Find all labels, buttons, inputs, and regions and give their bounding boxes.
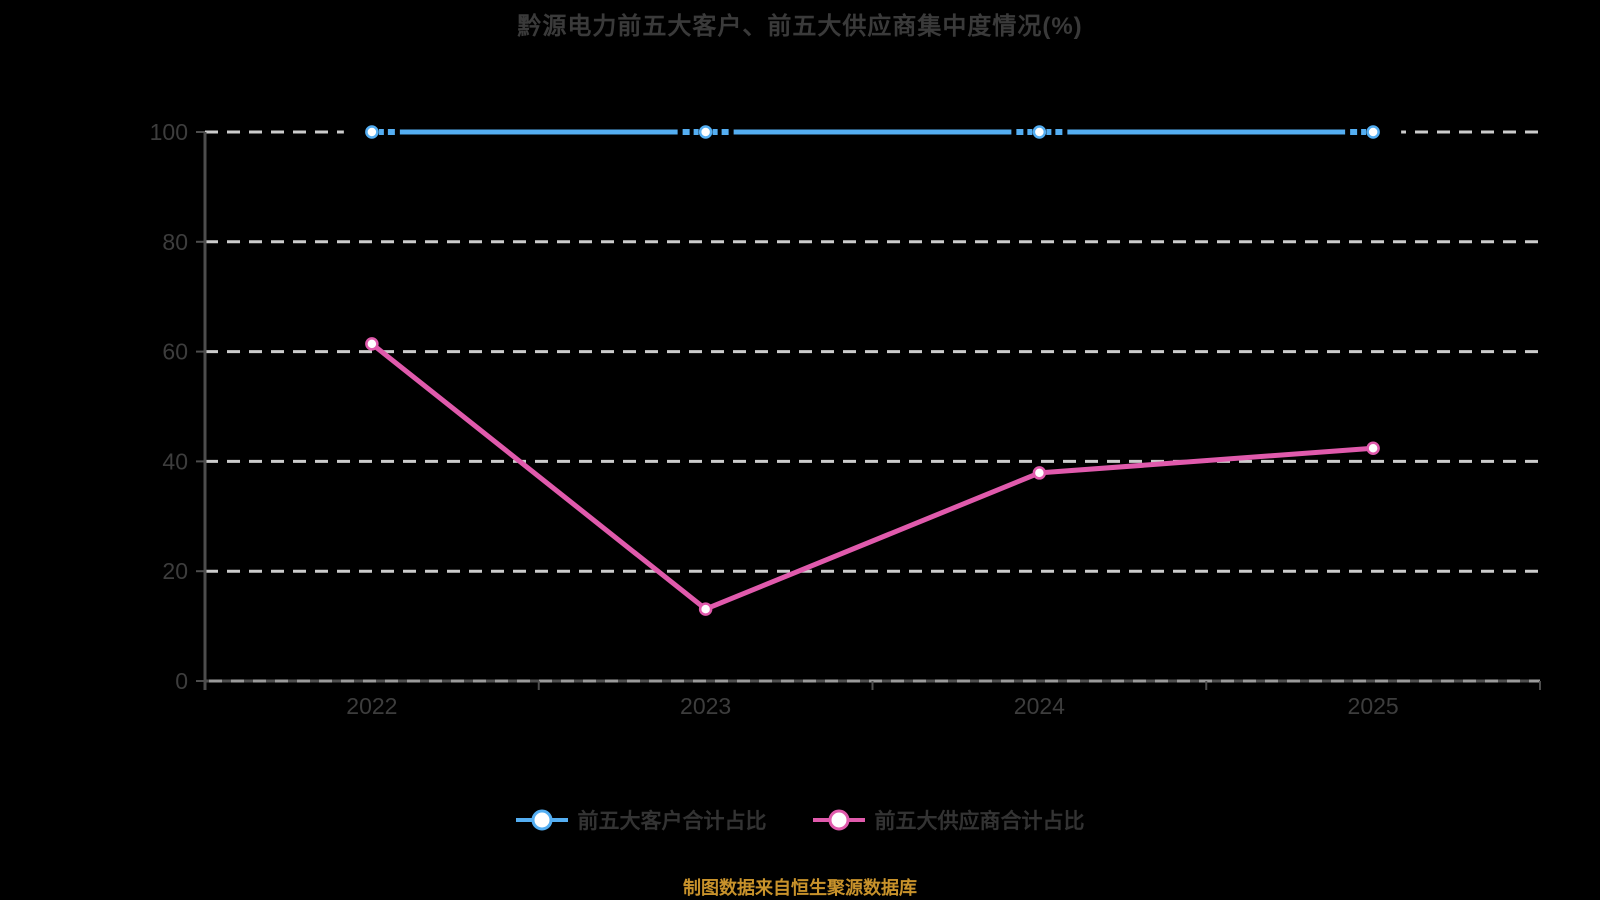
- x-tick-label: 2025: [1348, 693, 1399, 719]
- series-line-1: [370, 341, 1374, 612]
- data-point-series-1: [1032, 466, 1047, 480]
- x-tick-label: 2024: [1014, 693, 1065, 719]
- legend-label-customers: 前五大客户合计占比: [577, 810, 767, 833]
- legend-item-suppliers[interactable]: 前五大供应商合计占比: [812, 805, 1085, 835]
- x-tick-label: 2023: [680, 693, 731, 719]
- y-tick-label: 0: [175, 668, 188, 694]
- chart-title: 黔源电力前五大客户、前五大供应商集中度情况(%): [517, 13, 1083, 40]
- data-point-series-0: [1032, 125, 1047, 139]
- data-source-note: 制图数据来自恒生聚源数据库: [683, 878, 917, 898]
- legend-marker-suppliers-icon: [812, 809, 865, 831]
- legend-item-customers[interactable]: 前五大客户合计占比: [515, 805, 767, 835]
- y-tick-label: 100: [150, 119, 188, 145]
- data-point-series-1: [698, 602, 713, 616]
- data-point-series-0: [365, 125, 379, 139]
- y-tick-label: 80: [162, 229, 188, 255]
- y-tick-label: 20: [162, 558, 188, 584]
- data-point-series-1: [365, 337, 379, 351]
- chart-legend: 前五大客户合计占比 前五大供应商合计占比: [0, 800, 1600, 840]
- legend-marker-customers-icon: [515, 809, 568, 831]
- x-tick-label: 2022: [346, 693, 397, 719]
- data-point-series-1: [1366, 441, 1380, 455]
- legend-label-suppliers: 前五大供应商合计占比: [874, 810, 1085, 833]
- y-tick-label: 40: [162, 448, 188, 474]
- y-tick-label: 60: [162, 339, 188, 365]
- data-point-series-0: [1366, 125, 1380, 139]
- data-point-series-0: [698, 125, 713, 139]
